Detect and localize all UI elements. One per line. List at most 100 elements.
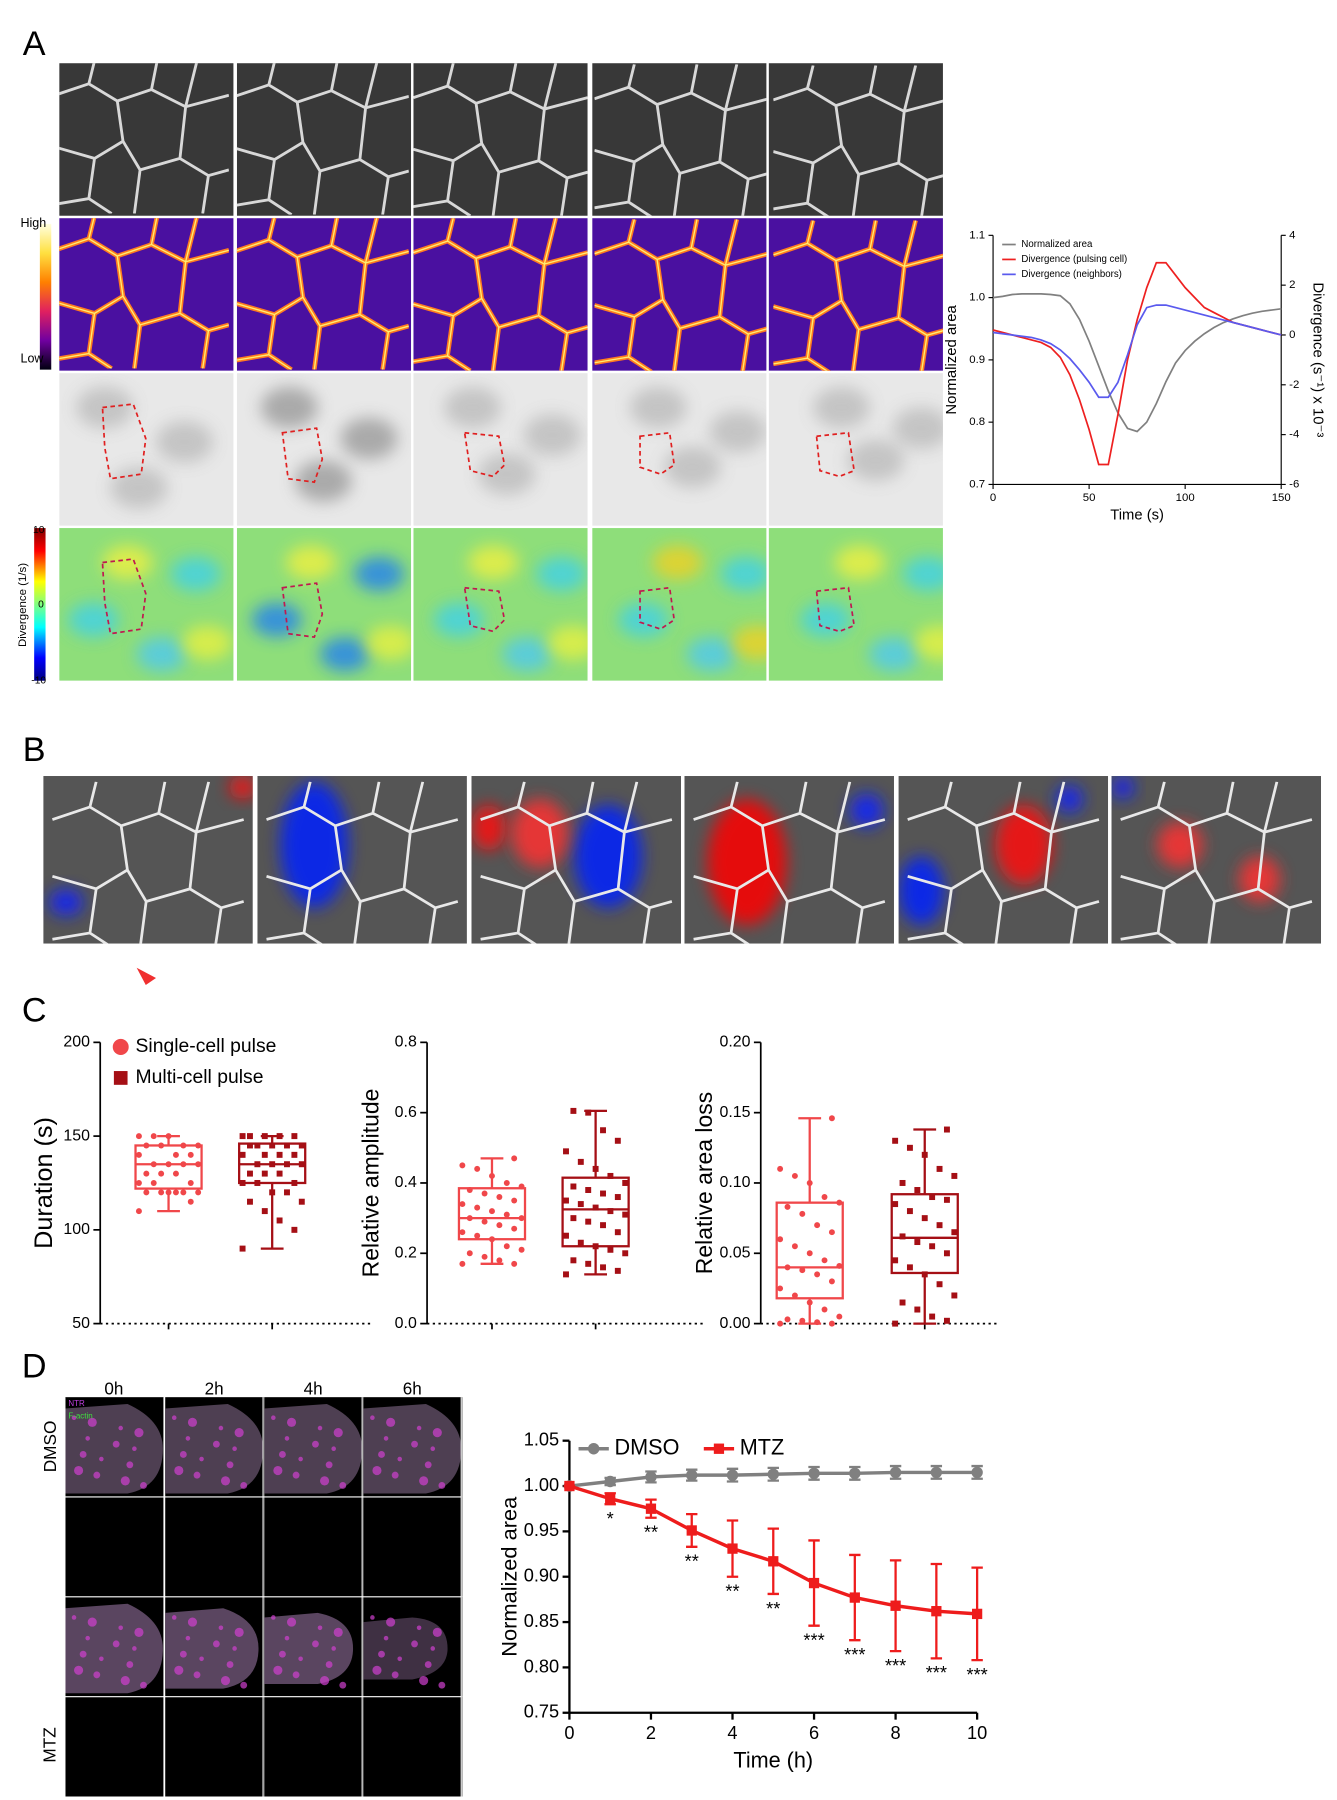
x-tick-label: 4 [727, 1722, 737, 1743]
marker [585, 1187, 592, 1193]
image-panel [43, 776, 253, 944]
marker [936, 1222, 943, 1229]
speckle [140, 1681, 147, 1689]
marker [165, 1161, 172, 1168]
speckle [331, 1646, 336, 1651]
speckle [171, 1415, 177, 1421]
marker [254, 1179, 261, 1186]
flow-shade [478, 453, 536, 495]
marker [799, 1210, 806, 1217]
legend-marker [587, 1442, 600, 1455]
marker [291, 1226, 298, 1233]
marker [298, 1161, 305, 1168]
tissue [264, 1403, 363, 1494]
marker [564, 1480, 575, 1492]
y-tick-label: -4 [1289, 429, 1300, 441]
roi-outline [639, 431, 676, 476]
speckle [132, 1646, 137, 1651]
pulse-overlay [849, 793, 884, 828]
image-panel [59, 63, 234, 216]
image-panel [64, 1696, 164, 1797]
marker [158, 1189, 165, 1196]
divergence-patch [686, 637, 737, 672]
marker [929, 1313, 936, 1320]
speckle [93, 1471, 101, 1479]
marker [135, 1179, 142, 1186]
divergence-patch [320, 637, 371, 672]
image-panel [363, 1397, 463, 1497]
speckle [218, 1425, 224, 1431]
marker [686, 1469, 698, 1481]
speckle [279, 1650, 286, 1658]
marker [806, 1299, 813, 1306]
marker [600, 1190, 606, 1197]
legend-label: MTZ [740, 1434, 784, 1459]
marker [849, 1467, 861, 1480]
marker [791, 1243, 798, 1250]
flow-shade [892, 407, 943, 449]
marker [836, 1199, 843, 1206]
y-tick-label: 0.8 [395, 1034, 417, 1051]
marker [459, 1229, 466, 1236]
marker [291, 1151, 298, 1158]
marker [143, 1170, 150, 1177]
marker [892, 1257, 899, 1264]
divergence-patch [285, 545, 336, 580]
marker [799, 1267, 806, 1274]
image-bg [592, 63, 767, 216]
marker [784, 1316, 791, 1323]
marker [799, 1317, 806, 1324]
divergence-patch [720, 556, 767, 592]
significance-label: ** [725, 1581, 739, 1602]
speckle [416, 1425, 422, 1431]
marker [592, 1243, 599, 1250]
divergence-patch [800, 602, 851, 638]
speckle [71, 1615, 77, 1620]
speckle [317, 1425, 323, 1431]
marker [892, 1201, 899, 1208]
marker [165, 1189, 172, 1196]
significance-label: * [607, 1508, 614, 1529]
speckle [432, 1627, 442, 1637]
flow-shade [523, 414, 581, 456]
roi-outline [281, 582, 324, 639]
marker [187, 1198, 194, 1205]
row-label: MTZ [40, 1727, 60, 1762]
marker [187, 1179, 194, 1186]
speckle [298, 1656, 303, 1662]
channel-label: NTR [68, 1399, 85, 1408]
marker [943, 1196, 950, 1203]
speckle [118, 1425, 123, 1431]
marker [496, 1257, 503, 1264]
marker [239, 1133, 246, 1140]
marker [849, 1592, 860, 1603]
marker [828, 1278, 835, 1285]
marker [931, 1606, 942, 1617]
speckle [430, 1446, 436, 1452]
marker [284, 1161, 290, 1168]
image-bg [64, 1496, 164, 1597]
speckle [220, 1476, 231, 1486]
marker [158, 1170, 165, 1177]
image-panel [592, 218, 767, 371]
marker [777, 1165, 784, 1172]
speckle [419, 1676, 429, 1686]
marker [291, 1179, 298, 1186]
speckle [174, 1465, 184, 1476]
marker [943, 1250, 950, 1257]
image-bg [59, 63, 234, 216]
marker [481, 1218, 488, 1225]
speckle [199, 1656, 204, 1662]
marker [276, 1151, 283, 1158]
colorbar-tick: 0 [38, 600, 44, 611]
divergence-patch [618, 602, 669, 638]
speckle [79, 1451, 87, 1458]
divergence-patch [468, 545, 519, 580]
x-tick-label: 50 [1083, 492, 1096, 504]
image-panel [264, 1397, 364, 1497]
arrowhead [136, 967, 157, 985]
marker [726, 1469, 739, 1481]
marker [466, 1215, 473, 1222]
marker [686, 1525, 697, 1536]
image-panel [257, 776, 467, 944]
